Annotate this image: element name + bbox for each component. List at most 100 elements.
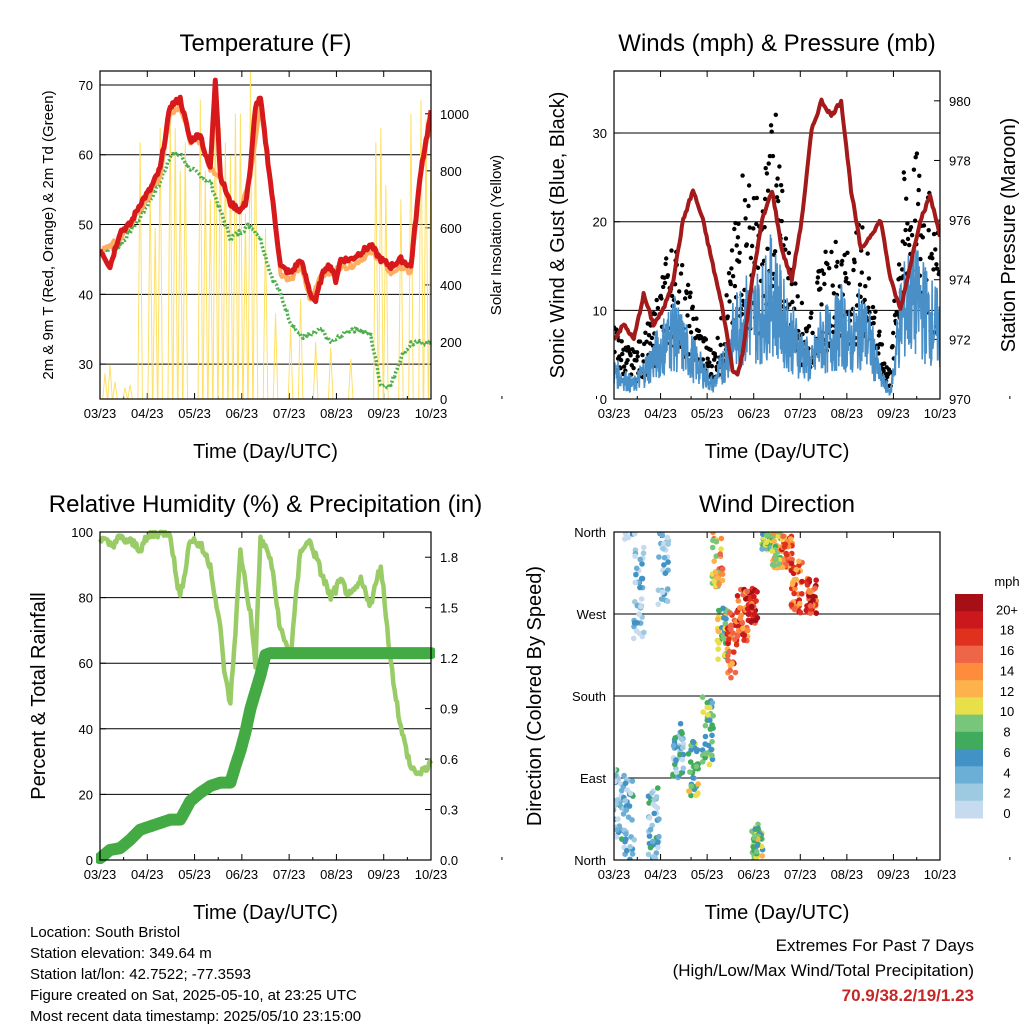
direction-point (730, 630, 736, 636)
direction-point (749, 603, 755, 610)
gust-point (835, 259, 840, 265)
direction-point (709, 756, 716, 763)
gust-point (742, 198, 748, 203)
gust-point (644, 339, 649, 344)
gust-point (921, 223, 927, 228)
direction-point (771, 538, 777, 544)
gust-point (823, 249, 828, 254)
winds-xtick-label: 04/23 (644, 406, 677, 421)
gust-point (879, 342, 885, 347)
direction-point (731, 649, 737, 655)
direction-point (688, 783, 695, 789)
temperature-plot-frame (99, 70, 432, 400)
gust-point (903, 227, 908, 233)
gust-point (690, 304, 695, 309)
direction-point (759, 853, 765, 859)
gust-point (815, 280, 820, 285)
gust-point (808, 315, 813, 320)
direction-point (693, 763, 700, 770)
solar-insolation-spike (297, 299, 304, 399)
direction-point (780, 533, 786, 539)
winds-xtick-label: 03/23 (598, 406, 631, 421)
humidity-ytick-label: 20 (79, 787, 93, 802)
direction-point (656, 816, 662, 822)
gust-point (747, 225, 752, 230)
gust-point (715, 335, 720, 341)
series-2m-td (100, 150, 431, 390)
solar-insolation-spike (147, 185, 153, 399)
gust-point (787, 302, 792, 307)
gust-point (661, 284, 666, 290)
gust-point (774, 183, 779, 188)
direction-point (728, 674, 734, 681)
gust-point (618, 357, 624, 363)
colorbar-label: 12 (1000, 684, 1014, 699)
direction-point (695, 781, 701, 787)
direction-point (632, 553, 638, 559)
gust-point (846, 281, 851, 286)
humidity-ylabel: Percent & Total Rainfall (28, 592, 50, 800)
direction-panel: Wind Direction Time (Day/UTC) 03/23 04/23 05… (524, 491, 1011, 924)
direction-point (726, 636, 732, 642)
humidity-ytick-right-label: 0.6 (440, 752, 458, 767)
colorbar-swatch (955, 662, 983, 681)
direction-point (672, 735, 678, 741)
direction-ytick-label: South (572, 689, 606, 704)
direction-point (645, 851, 652, 858)
gust-point (899, 267, 905, 272)
colorbar-label: 10 (1000, 704, 1014, 719)
extremes-subtitle: (High/Low/Max Wind/Total Precipitation) (672, 961, 974, 980)
direction-point (720, 615, 727, 621)
gust-point (863, 284, 868, 289)
gust-point (851, 267, 856, 273)
direction-point (720, 605, 726, 612)
direction-point (633, 571, 639, 578)
gust-point (860, 225, 865, 230)
direction-point (621, 772, 627, 779)
temperature-ytick-label: 30 (79, 357, 93, 372)
winds-xtick-label: 10/23 (924, 406, 957, 421)
direction-point (702, 741, 708, 747)
direction-point (655, 587, 662, 593)
direction-point (716, 607, 722, 614)
colorbar-swatch (955, 783, 983, 802)
gust-point (806, 324, 812, 329)
gust-point (700, 357, 706, 362)
direction-xtick-label: 10/23 (924, 867, 957, 882)
gust-point (768, 123, 774, 128)
gust-point (649, 335, 655, 341)
gust-point (909, 233, 915, 238)
direction-point (646, 800, 652, 806)
direction-xtick-label: 09/23 (877, 867, 910, 882)
direction-point (633, 628, 640, 634)
gust-point (786, 250, 792, 256)
direction-point (717, 551, 723, 557)
gust-point (724, 293, 729, 298)
direction-point (806, 587, 812, 594)
temperature-ytick-label: 50 (79, 218, 93, 233)
series-2m-t (100, 77, 431, 304)
gust-point (917, 173, 922, 178)
direction-point (641, 629, 647, 636)
direction-point (710, 713, 716, 719)
solar-insolation-spike (237, 113, 244, 399)
colorbar-label: 14 (1000, 663, 1014, 678)
gust-point (621, 364, 627, 369)
temperature-ytick-right-label: 400 (440, 278, 462, 293)
direction-point (627, 856, 633, 860)
direction-point (665, 541, 671, 547)
gust-point (705, 356, 710, 361)
humidity-title: Relative Humidity (%) & Precipitation (i… (49, 491, 482, 518)
latest-timestamp: Most recent data timestamp: 2025/05/10 2… (30, 1008, 362, 1025)
direction-point (763, 532, 770, 539)
direction-point (771, 532, 777, 537)
direction-point (629, 851, 636, 857)
solar-insolation-spike (428, 142, 431, 399)
winds-ytick-right-label: 978 (949, 153, 971, 168)
gust-point (678, 271, 684, 276)
direction-point (799, 578, 805, 585)
solar-insolation-spike (102, 373, 108, 399)
direction-point (725, 652, 731, 659)
gust-point (762, 196, 768, 202)
humidity-xtick-label: 09/23 (367, 867, 400, 882)
